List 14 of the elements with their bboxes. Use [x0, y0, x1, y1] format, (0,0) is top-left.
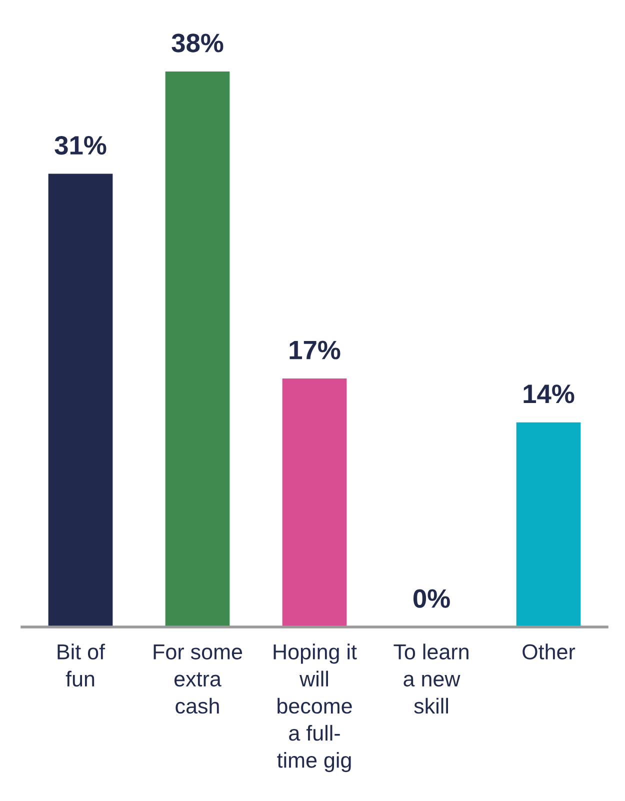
bar	[165, 71, 230, 627]
x-tick-label: For some extra cash	[154, 644, 242, 714]
data-label: 17%	[290, 340, 340, 360]
x-tick-label: To learn a new skill	[394, 644, 468, 714]
data-label: 14%	[524, 384, 574, 404]
bar	[516, 422, 581, 627]
x-tick-label: Bit of fun	[58, 644, 106, 687]
x-tick-label: Hoping it will become a full- time gig	[274, 644, 357, 772]
data-label: 31%	[54, 136, 106, 155]
data-label: 38%	[172, 34, 224, 52]
bar	[282, 378, 347, 627]
bar	[48, 174, 113, 627]
x-tick-label: Other	[522, 644, 576, 660]
data-label: 0%	[413, 589, 450, 608]
